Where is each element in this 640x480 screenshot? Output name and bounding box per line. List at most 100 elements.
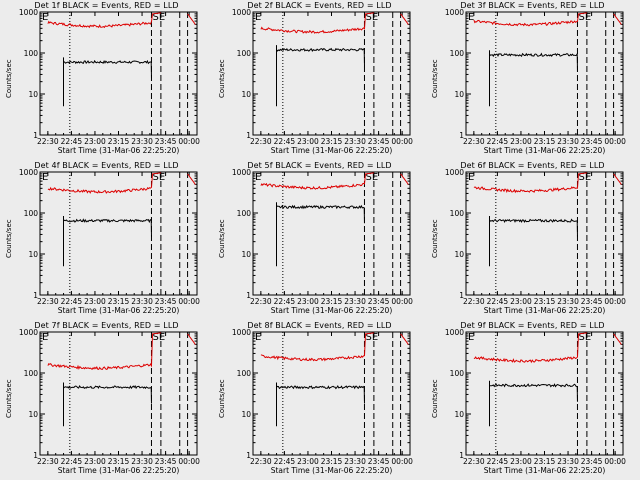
event-marker-label: SE bbox=[152, 12, 165, 23]
y-tick-label: 10 bbox=[28, 90, 38, 99]
y-tick-label: 1000 bbox=[445, 328, 464, 337]
events-series-line bbox=[63, 57, 152, 107]
event-marker-label: SE bbox=[578, 12, 591, 23]
y-tick-label: 1 bbox=[459, 451, 464, 460]
x-tick-label: 23:15 bbox=[108, 137, 130, 146]
event-marker-label: SE bbox=[365, 12, 378, 23]
x-tick-label: 23:30 bbox=[131, 137, 153, 146]
event-marker-label: E bbox=[468, 332, 474, 343]
lld-series-line bbox=[187, 173, 196, 185]
y-tick-label: 10 bbox=[454, 250, 464, 259]
x-tick-label: 23:45 bbox=[155, 457, 177, 466]
y-tick-label: 1 bbox=[246, 291, 251, 300]
y-tick-label: 1000 bbox=[19, 328, 38, 337]
events-series-line bbox=[276, 45, 365, 107]
events-series-line bbox=[276, 382, 365, 427]
y-tick-label: 1000 bbox=[19, 8, 38, 17]
event-marker-label: E bbox=[255, 332, 261, 343]
y-tick-label: 10 bbox=[28, 410, 38, 419]
plot-area: 1 10 100 1000 22:30 22:45 23:00 23:15 23:30 23:45… bbox=[232, 8, 413, 146]
y-tick-label: 10 bbox=[454, 90, 464, 99]
x-tick-label: 00:00 bbox=[604, 457, 626, 466]
x-tick-label: 23:30 bbox=[131, 457, 153, 466]
x-tick-label: 00:00 bbox=[604, 137, 626, 146]
x-tick-label: 00:00 bbox=[391, 457, 413, 466]
x-tick-label: 23:30 bbox=[557, 297, 579, 306]
x-tick-label: 23:00 bbox=[297, 137, 319, 146]
plot-area: 1 10 100 1000 22:30 22:45 23:00 23:15 23:30 23:45… bbox=[445, 8, 626, 146]
detector-panel: Det 8f BLACK = Events, RED = LLD Counts/s… bbox=[213, 320, 426, 480]
lld-series-line bbox=[400, 13, 409, 25]
x-tick-label: 23:15 bbox=[534, 297, 556, 306]
y-tick-label: 1 bbox=[459, 291, 464, 300]
x-axis-label: Start Time (31-Mar-06 22:25:20) bbox=[270, 146, 393, 155]
panel-title: Det 5f BLACK = Events, RED = LLD bbox=[247, 161, 392, 170]
event-marker-label: SE bbox=[152, 332, 165, 343]
lld-series-line bbox=[260, 172, 374, 190]
event-marker-label: E bbox=[42, 172, 48, 183]
x-tick-label: 23:45 bbox=[155, 297, 177, 306]
x-tick-label: 23:15 bbox=[534, 457, 556, 466]
plot-area: 1 10 100 1000 22:30 22:45 23:00 23:15 23:30 23:45… bbox=[232, 328, 413, 466]
x-tick-label: 22:45 bbox=[487, 457, 509, 466]
panel-title: Det 2f BLACK = Events, RED = LLD bbox=[247, 1, 392, 10]
event-marker-label: SE bbox=[365, 332, 378, 343]
x-tick-label: 22:45 bbox=[274, 137, 296, 146]
y-tick-label: 10 bbox=[28, 250, 38, 259]
y-tick-label: 1 bbox=[246, 451, 251, 460]
x-tick-label: 22:45 bbox=[61, 457, 83, 466]
x-tick-label: 00:00 bbox=[178, 297, 200, 306]
x-tick-label: 00:00 bbox=[391, 297, 413, 306]
x-tick-label: 22:30 bbox=[463, 457, 485, 466]
x-axis-label: Start Time (31-Mar-06 22:25:20) bbox=[57, 466, 180, 475]
x-axis-label: Start Time (31-Mar-06 22:25:20) bbox=[483, 466, 606, 475]
y-tick-label: 1 bbox=[246, 131, 251, 140]
y-tick-label: 10 bbox=[241, 250, 251, 259]
panel-title: Det 4f BLACK = Events, RED = LLD bbox=[34, 161, 179, 170]
lld-series-line bbox=[47, 172, 161, 194]
x-tick-label: 23:15 bbox=[321, 297, 343, 306]
x-tick-label: 22:45 bbox=[274, 457, 296, 466]
events-series-line bbox=[489, 216, 578, 267]
event-marker-label: E bbox=[468, 12, 474, 23]
x-tick-label: 23:00 bbox=[84, 297, 106, 306]
y-tick-label: 1 bbox=[33, 291, 38, 300]
panel-title: Det 6f BLACK = Events, RED = LLD bbox=[460, 161, 605, 170]
event-marker-label: E bbox=[468, 172, 474, 183]
x-tick-label: 23:30 bbox=[344, 297, 366, 306]
y-tick-label: 100 bbox=[450, 49, 465, 58]
event-marker-label: E bbox=[42, 12, 48, 23]
lld-series-line bbox=[400, 173, 409, 185]
detector-panel: Det 9f BLACK = Events, RED = LLD Counts/s… bbox=[426, 320, 639, 480]
x-tick-label: 23:15 bbox=[108, 297, 130, 306]
y-tick-label: 100 bbox=[24, 49, 39, 58]
x-tick-label: 23:30 bbox=[131, 297, 153, 306]
panel-title: Det 8f BLACK = Events, RED = LLD bbox=[247, 321, 392, 330]
x-tick-label: 23:45 bbox=[581, 137, 603, 146]
lld-series-line bbox=[400, 333, 409, 345]
x-tick-label: 22:30 bbox=[37, 457, 59, 466]
x-tick-label: 23:00 bbox=[510, 137, 532, 146]
detector-panel: Det 1f BLACK = Events, RED = LLD Counts/s… bbox=[0, 0, 213, 160]
x-tick-label: 23:00 bbox=[510, 457, 532, 466]
x-tick-label: 22:30 bbox=[250, 457, 272, 466]
y-tick-label: 100 bbox=[237, 209, 252, 218]
x-tick-label: 23:45 bbox=[155, 137, 177, 146]
y-tick-label: 1000 bbox=[445, 8, 464, 17]
x-tick-label: 23:15 bbox=[321, 457, 343, 466]
y-tick-label: 100 bbox=[450, 369, 465, 378]
y-tick-label: 1000 bbox=[232, 168, 251, 177]
x-tick-label: 23:15 bbox=[321, 137, 343, 146]
x-tick-label: 22:30 bbox=[250, 297, 272, 306]
x-tick-label: 22:30 bbox=[37, 137, 59, 146]
lld-series-line bbox=[473, 172, 587, 194]
event-marker-label: E bbox=[255, 12, 261, 23]
plot-area: 1 10 100 1000 22:30 22:45 23:00 23:15 23:30 23:45… bbox=[19, 168, 200, 306]
y-tick-label: 100 bbox=[450, 209, 465, 218]
event-marker-label: E bbox=[255, 172, 261, 183]
y-tick-label: 100 bbox=[237, 369, 252, 378]
y-tick-label: 100 bbox=[24, 369, 39, 378]
detector-panel: Det 4f BLACK = Events, RED = LLD Counts/s… bbox=[0, 160, 213, 320]
x-axis-label: Start Time (31-Mar-06 22:25:20) bbox=[270, 306, 393, 315]
lld-series-line bbox=[613, 333, 622, 345]
